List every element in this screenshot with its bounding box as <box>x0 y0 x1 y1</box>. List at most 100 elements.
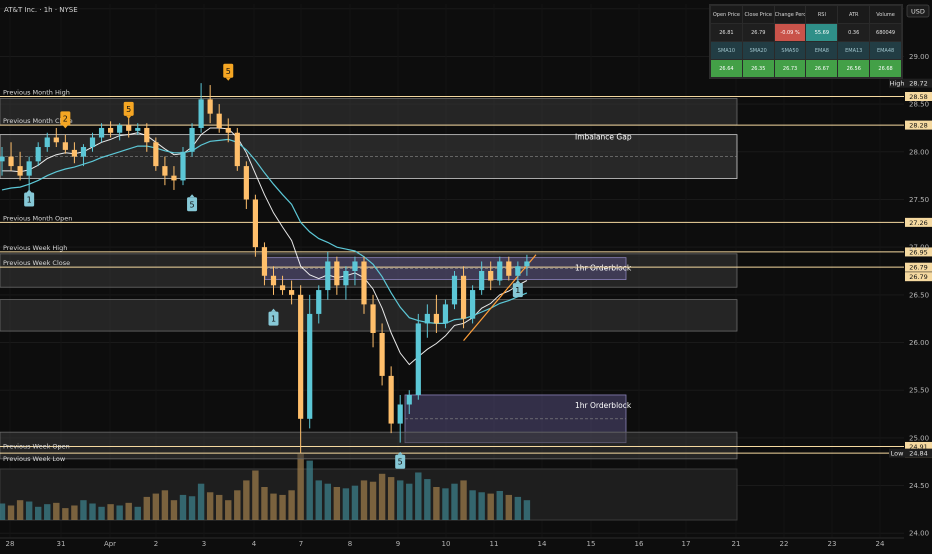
candle-body <box>424 313 430 324</box>
price-tag-label-box <box>889 448 905 458</box>
x-tick-label: 3 <box>202 540 206 548</box>
volume-bar <box>98 506 105 520</box>
volume-bar <box>324 483 331 520</box>
signal-marker-pointer <box>26 189 32 193</box>
candle-body <box>397 404 403 424</box>
volume-bar <box>243 480 250 520</box>
level-price-text: 26.79 <box>909 264 928 272</box>
signal-marker-text: 1 <box>271 315 276 324</box>
y-tick-label: 28.00 <box>909 148 929 156</box>
x-tick-label: 24 <box>876 540 885 548</box>
signal-marker-text: 5 <box>226 67 231 76</box>
y-tick-label: 24.00 <box>909 530 929 538</box>
currency-button-label: USD <box>911 8 925 16</box>
candle-body <box>44 137 50 148</box>
volume-bar <box>487 493 494 520</box>
candle-body <box>388 375 394 424</box>
volume-bar <box>406 483 413 520</box>
volume-bar <box>161 490 169 520</box>
stat-rsi-value: 55.69 <box>805 23 839 42</box>
volume-bar <box>469 490 476 520</box>
volume-bar <box>279 494 286 520</box>
price-tag-label: Low <box>891 450 904 458</box>
candle-body <box>144 127 150 143</box>
x-tick-label: 21 <box>732 540 741 548</box>
y-tick-label: 25.00 <box>909 434 929 442</box>
candle-body <box>406 394 412 405</box>
level-price-tag <box>905 441 932 451</box>
candle-body <box>334 261 340 286</box>
volume-bar <box>306 460 313 520</box>
stat-sma50-header: SMA50 <box>773 41 807 60</box>
volume-bar <box>170 500 178 520</box>
x-tick-label: 17 <box>682 540 691 548</box>
volume-bar <box>197 483 205 520</box>
signal-marker-pointer <box>515 280 521 284</box>
candle-body <box>117 125 123 133</box>
volume-bar <box>188 496 196 520</box>
x-tick-label: 28 <box>6 540 15 548</box>
stat-ema13-value: 26.56 <box>837 59 871 78</box>
volume-bar <box>234 490 241 520</box>
level-label: Previous Month High <box>3 88 70 96</box>
candle-body <box>316 290 322 314</box>
candle-body <box>289 290 295 295</box>
x-tick-label: 11 <box>490 540 499 548</box>
price-tag-value: 24.84 <box>909 450 928 458</box>
volume-bar <box>0 503 6 520</box>
candle-body <box>234 132 240 167</box>
level-price-tag <box>905 262 932 272</box>
price-zone <box>0 98 738 126</box>
volume-bar <box>44 504 51 520</box>
signal-marker-text: 5 <box>126 105 131 114</box>
volume-bar <box>143 496 150 520</box>
candle-body <box>98 127 105 138</box>
level-price-text: 24.91 <box>909 443 928 451</box>
candle-body <box>26 161 32 176</box>
volume-bar <box>252 470 259 520</box>
level-label: Previous Month Close <box>3 117 73 125</box>
signal-marker <box>268 311 279 326</box>
volume-bar <box>116 505 123 520</box>
stat-ema8-header: EMA8 <box>805 41 839 60</box>
signal-marker-pointer <box>189 194 195 198</box>
volume-bar <box>107 504 114 520</box>
stat-open-value: 26.81 <box>710 23 743 42</box>
candle-body <box>207 99 213 114</box>
candle-body <box>506 261 512 276</box>
price-tag-value: 28.72 <box>909 80 928 88</box>
price-tag-box <box>905 448 932 458</box>
volume-bar <box>369 481 377 520</box>
volume-bar <box>505 494 512 520</box>
volume-bar <box>442 488 449 520</box>
volume-bar <box>460 480 467 520</box>
signal-marker <box>24 192 35 207</box>
volume-bar <box>216 494 223 520</box>
volume-bar <box>297 454 304 520</box>
signal-marker-text: 2 <box>63 114 68 123</box>
x-tick-label: 10 <box>442 540 451 548</box>
volume-bar <box>16 500 24 520</box>
signal-marker <box>187 197 198 212</box>
candle-body <box>361 261 367 305</box>
signal-marker-pointer <box>397 451 403 455</box>
level-price-text: 27.26 <box>909 219 928 227</box>
stat-sma20-header: SMA20 <box>741 41 775 60</box>
volume-bar <box>387 477 395 520</box>
candle-body <box>62 142 68 150</box>
stat-change-value: -0.09 % <box>773 23 807 42</box>
y-tick-label: 24.50 <box>909 482 929 490</box>
candle-body <box>153 142 159 167</box>
volume-bar <box>333 487 341 520</box>
level-price-text: 28.58 <box>909 93 928 101</box>
candle-body <box>479 271 485 291</box>
x-tick-label: 8 <box>348 540 352 548</box>
level-price-tag <box>905 120 932 130</box>
x-tick-label: 4 <box>252 540 257 548</box>
signal-marker-text: 1 <box>27 195 32 204</box>
y-tick-label: 26.00 <box>909 339 929 347</box>
candle-body <box>515 266 521 276</box>
signal-marker-pointer <box>126 115 132 119</box>
level-label: Previous Week Low <box>3 455 66 463</box>
